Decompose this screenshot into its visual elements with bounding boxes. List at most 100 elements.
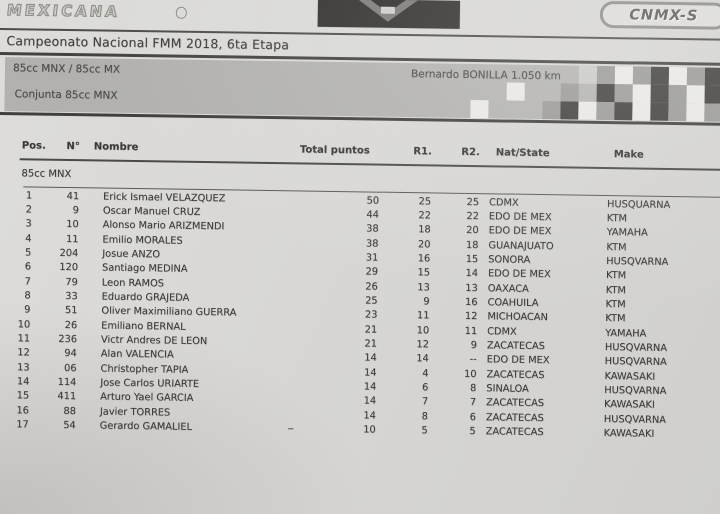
- checker-square: [470, 99, 489, 119]
- checker-square: [560, 83, 579, 102]
- row-nat-state: CDMX: [487, 326, 517, 338]
- row-position: 12: [17, 347, 30, 359]
- row-total-points-cell: 44: [287, 208, 381, 220]
- column-header-nat-state: Nat/State: [495, 147, 550, 160]
- row-total-points: 14: [363, 367, 377, 379]
- row-rider-number: 79: [65, 276, 78, 288]
- row-rider-number: 204: [59, 247, 79, 260]
- row-race1-points: 8: [421, 411, 428, 423]
- results-rows: 1 41 Erick Ismael VELAZQUEZ 50 25 25 CDMX HUSQU…: [0, 188, 720, 443]
- row-nat-state: MICHOACAN: [487, 311, 548, 324]
- row-make: KAWASAKI: [603, 428, 655, 440]
- row-race1-points: 18: [418, 224, 431, 236]
- row-nat-state: ZACATECAS: [485, 426, 544, 439]
- row-race2-points: 11: [464, 325, 478, 337]
- row-make: HUSQVARNA: [603, 413, 667, 426]
- row-race2-points: 10: [463, 368, 477, 380]
- row-position: 16: [16, 405, 29, 417]
- row-rider-number: 114: [57, 377, 77, 389]
- row-note-mark: [287, 223, 291, 234]
- checker-square: [668, 102, 687, 122]
- row-race2-points: 6: [469, 411, 476, 423]
- row-position: 9: [24, 304, 31, 316]
- row-race2-points: 22: [466, 210, 479, 223]
- row-rider-number: 33: [65, 291, 78, 303]
- row-nat-state: CDMX: [488, 196, 519, 209]
- column-header-total-points: Total puntos: [299, 144, 370, 157]
- row-note-mark: [286, 266, 290, 277]
- row-note-mark: [284, 409, 288, 420]
- row-total-points-cell: 25: [286, 294, 380, 307]
- row-nat-state: OAXACA: [487, 283, 529, 295]
- column-header-race2: R2.: [461, 146, 480, 159]
- row-nat-state: ZACATECAS: [486, 369, 545, 381]
- federation-logo: [317, 0, 461, 29]
- row-position: 14: [16, 376, 30, 388]
- row-make: KTM: [606, 241, 627, 254]
- row-rider-number: 54: [63, 420, 76, 432]
- row-rider-number: 120: [59, 262, 79, 274]
- row-nat-state: ZACATECAS: [485, 397, 545, 410]
- row-rider-name: Victr Andres DE LEON: [100, 334, 208, 348]
- row-rider-name: Eduardo GRAJEDA: [101, 291, 190, 304]
- row-total-points: 14: [363, 410, 376, 422]
- row-rider-number: 10: [66, 219, 79, 231]
- row-make: KTM: [605, 299, 626, 311]
- checker-square: [632, 84, 651, 103]
- row-rider-number: 236: [58, 334, 78, 346]
- row-race1-points: 13: [417, 281, 430, 294]
- row-nat-state: COAHUILA: [487, 297, 539, 310]
- row-race1-points: 25: [418, 195, 432, 208]
- checker-square: [704, 67, 720, 86]
- row-nat-state: ZACATECAS: [485, 412, 544, 424]
- row-position: 8: [24, 290, 31, 302]
- row-nat-state: SINALOA: [486, 383, 529, 396]
- row-total-points-cell: 21: [285, 323, 379, 335]
- row-make: HUSQUARNA: [606, 198, 671, 211]
- table-header-row: Pos. N° Nombre Total puntos R1. R2. Nat/…: [0, 140, 720, 162]
- row-total-points: 38: [365, 238, 379, 250]
- checker-square: [686, 103, 705, 122]
- row-position: 3: [25, 218, 32, 230]
- series-badge: CNMX-S: [599, 0, 720, 30]
- row-race2-points: 5: [469, 426, 476, 438]
- row-rider-name: Josue ANZO: [102, 248, 161, 261]
- checker-square: [596, 101, 615, 121]
- checker-square: [614, 84, 633, 103]
- row-note-mark: [286, 280, 290, 291]
- row-total-points: 14: [363, 395, 377, 408]
- column-header-race1: R1.: [413, 146, 432, 158]
- row-rider-number: 9: [72, 205, 79, 217]
- checker-square: [686, 85, 705, 104]
- row-position: 2: [25, 204, 32, 216]
- row-note-mark: [285, 352, 289, 363]
- row-rider-name: Christopher TAPIA: [100, 363, 189, 376]
- row-rider-name: Alan VALENCIA: [100, 348, 174, 362]
- row-note-mark: [286, 237, 290, 248]
- checker-square: [596, 65, 616, 85]
- row-make: YAMAHA: [606, 227, 648, 239]
- row-make: HUSQVARNA: [606, 256, 669, 268]
- checker-square: [704, 103, 720, 122]
- row-note-mark: [284, 380, 288, 391]
- row-make: YAMAHA: [605, 327, 647, 340]
- class-section-label: 85cc MNX: [21, 168, 72, 181]
- row-race1-points: 15: [417, 267, 431, 279]
- row-total-points: 23: [364, 309, 378, 322]
- checker-square: [560, 101, 579, 120]
- row-race1-points: 4: [422, 368, 429, 380]
- checker-square: [578, 101, 597, 120]
- row-note-mark: [286, 294, 290, 305]
- row-race1-points: 11: [416, 310, 430, 322]
- checker-square: [614, 66, 634, 85]
- row-total-points-cell: 38: [287, 223, 381, 235]
- row-note-mark: [285, 337, 289, 348]
- row-total-points-cell: 14: [284, 366, 378, 378]
- row-make: HUSQVARNA: [604, 356, 667, 369]
- column-header-make: Make: [613, 149, 644, 161]
- row-make: KTM: [605, 284, 626, 297]
- row-race1-points: 22: [418, 210, 431, 222]
- row-rider-name: Santiago MEDINA: [101, 262, 188, 276]
- row-total-points-cell: 14: [285, 352, 379, 364]
